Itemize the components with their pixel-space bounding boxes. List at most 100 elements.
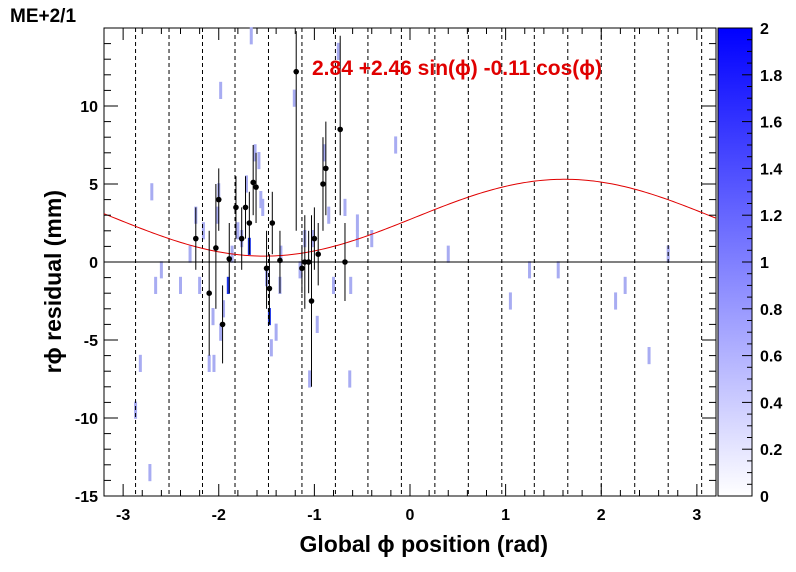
x-tick-label: 3 [692, 507, 701, 524]
z-tick-label: 1.2 [760, 208, 782, 225]
profile-point [250, 145, 256, 216]
data-point [266, 285, 273, 292]
fit-curve [103, 178, 717, 257]
colz-cell [261, 198, 265, 216]
colz-cell [292, 89, 296, 107]
colz-cell [269, 339, 273, 357]
colz-cell [528, 261, 532, 279]
profile-point [213, 184, 219, 309]
profile-point [342, 223, 348, 301]
colz-cell [274, 323, 278, 341]
z-tick-label: 0 [760, 489, 769, 506]
profile-point [233, 176, 239, 239]
colz-cell [207, 354, 211, 372]
y-axis: -15 -10 -5 0 5 10 [75, 27, 716, 506]
y-tick-label: 10 [80, 99, 98, 116]
profile-point [219, 285, 226, 364]
data-point [263, 265, 270, 272]
colz-cell [355, 214, 359, 232]
z-tick-label: 0.4 [760, 395, 782, 412]
z-tick-label: 1.6 [760, 115, 782, 132]
colz-cell [508, 292, 512, 310]
z-tick-label: 0.8 [760, 302, 782, 319]
x-tick-label: 0 [406, 507, 415, 524]
colz-cell [336, 42, 340, 60]
colz-cell [348, 370, 352, 388]
colz-cell [614, 292, 618, 310]
data-point [311, 235, 318, 242]
colz-cell [623, 276, 627, 294]
profile-point [242, 176, 249, 239]
profile-point [311, 207, 318, 270]
data-point [213, 245, 219, 251]
colz-cell [154, 276, 158, 294]
profile-point [226, 223, 233, 294]
colz-cell [134, 401, 138, 419]
data-point [269, 220, 276, 226]
profile-point [337, 35, 343, 216]
colz-cell [244, 175, 248, 193]
data-point [315, 251, 322, 257]
colz-cell [322, 144, 326, 162]
colz-cell [315, 315, 319, 333]
data-point [226, 256, 233, 262]
data-point [299, 265, 305, 272]
colz-cell [253, 144, 257, 162]
colz-cell [188, 245, 192, 263]
data-point [253, 184, 259, 190]
colz-cell [222, 300, 226, 318]
y-tick-label: -5 [84, 333, 98, 350]
colz-cell [179, 276, 182, 294]
colz-cell [159, 261, 163, 279]
x-tick-label: -2 [212, 507, 226, 524]
profile-point [253, 152, 259, 223]
colz-cell [556, 261, 560, 279]
profile-point [308, 215, 315, 387]
colz-cell [343, 198, 347, 216]
y-tick-label: -15 [75, 489, 98, 506]
colz-cell [446, 245, 450, 263]
z-tick-label: 0.6 [760, 349, 782, 366]
data-point [308, 298, 315, 304]
data-point [206, 290, 212, 297]
colz-cell [355, 230, 359, 248]
colz-cell [211, 308, 215, 326]
data-point [277, 257, 283, 264]
colz-cell [332, 276, 335, 294]
data-point [320, 181, 326, 187]
data-point [246, 220, 253, 226]
colz-cell [370, 230, 374, 248]
profile-point [238, 207, 245, 270]
z-axis: 0 0.2 0.4 0.6 0.8 1 1.2 1.4 1.6 1.8 2 [742, 21, 782, 506]
colz-cell [198, 276, 202, 294]
x-tick-label: 1 [501, 507, 510, 524]
colz-cell [212, 354, 216, 372]
data-point [233, 204, 239, 211]
profile-point [323, 121, 329, 216]
profile-point [206, 230, 212, 356]
data-point [302, 259, 308, 265]
data-point [250, 179, 256, 186]
colz-cell [219, 323, 223, 341]
x-axis-title: Global ϕ position (rad) [299, 531, 548, 557]
data-point [238, 235, 245, 242]
colz-cell [236, 222, 240, 240]
colz-cell [308, 370, 312, 388]
profile-point [320, 137, 326, 231]
colz-cell [349, 276, 353, 294]
data-point [242, 204, 249, 211]
colz-cell [279, 245, 283, 263]
profile-point [269, 191, 276, 255]
z-tick-label: 1.4 [760, 161, 782, 178]
data-point [219, 321, 226, 328]
profile-points [193, 31, 348, 387]
x-axis: -3 -2 -1 0 1 2 3 [103, 28, 717, 524]
profile-point [293, 31, 300, 231]
colz-cell [138, 354, 142, 372]
profile-point [305, 230, 312, 294]
profile-point [263, 230, 270, 309]
colz-cell [150, 183, 154, 201]
colz-cell [201, 222, 205, 240]
